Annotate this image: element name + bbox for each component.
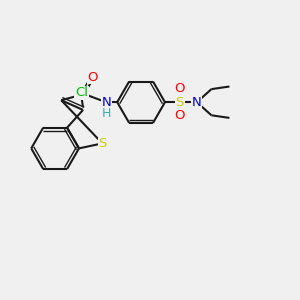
Text: N: N xyxy=(192,96,202,109)
Text: S: S xyxy=(176,96,184,109)
Text: H: H xyxy=(102,107,111,120)
Text: S: S xyxy=(98,137,106,150)
Text: N: N xyxy=(102,96,112,109)
Text: O: O xyxy=(87,70,98,83)
Text: O: O xyxy=(174,110,185,122)
Text: O: O xyxy=(174,82,185,95)
Text: Cl: Cl xyxy=(75,86,88,99)
